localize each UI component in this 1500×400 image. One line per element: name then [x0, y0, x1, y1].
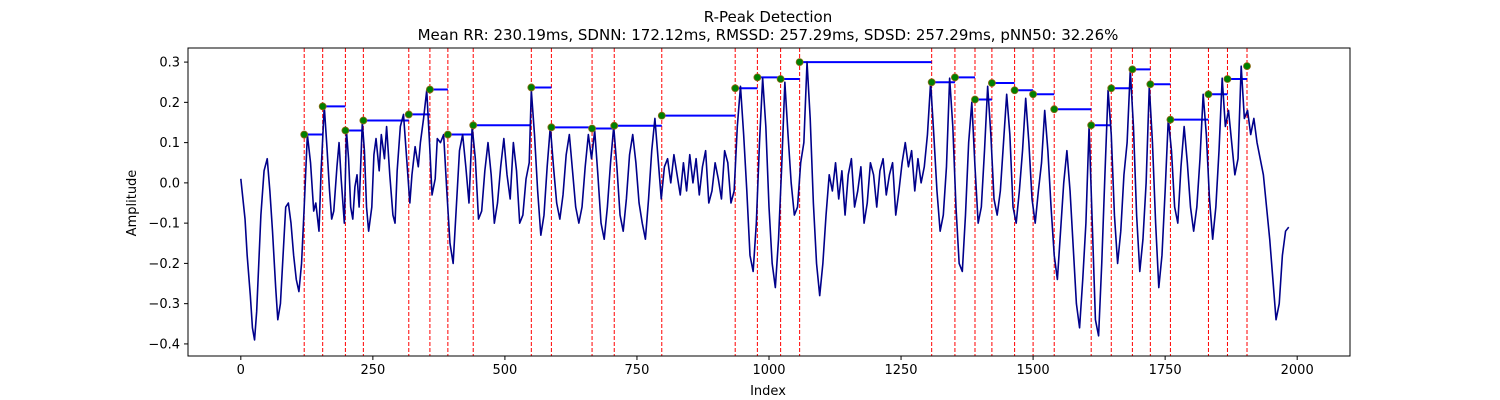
- x-tick-label-6: 1500: [1017, 363, 1050, 378]
- x-tick-label-5: 1250: [884, 363, 917, 378]
- r-peak-marker-8: [527, 83, 536, 92]
- y-tick-label-0: 0.3: [159, 56, 180, 71]
- r-peak-marker-28: [1166, 115, 1175, 124]
- r-peak-marker-9: [547, 123, 556, 132]
- r-peak-marker-14: [753, 73, 762, 82]
- r-peak-marker-12: [657, 111, 666, 120]
- r-peak-marker-17: [927, 78, 936, 87]
- y-tick-label-1: 0.2: [159, 96, 180, 111]
- y-tick-label-2: 0.1: [159, 136, 180, 151]
- x-tick-label-2: 500: [492, 363, 517, 378]
- x-tick-label-1: 250: [360, 363, 385, 378]
- r-peak-marker-24: [1087, 121, 1096, 130]
- r-peak-marker-27: [1146, 80, 1155, 89]
- r-peak-marker-23: [1050, 105, 1059, 114]
- r-peak-marker-2: [341, 126, 350, 135]
- y-tick-label-7: −0.4: [148, 337, 180, 352]
- r-peak-marker-6: [443, 130, 452, 139]
- x-tick-label-0: 0: [237, 363, 245, 378]
- x-axis-ticks: 0 250 500 750 1000 1250 1500 1750 2000: [237, 356, 1314, 378]
- x-tick-label-3: 750: [625, 363, 650, 378]
- y-tick-label-6: −0.3: [148, 297, 180, 312]
- x-tick-label-7: 1750: [1149, 363, 1182, 378]
- r-peak-marker-3: [359, 116, 368, 125]
- x-axis-label: Index: [750, 384, 786, 399]
- r-peak-marker-25: [1107, 84, 1116, 93]
- r-peak-marker-20: [987, 79, 996, 87]
- x-tick-label-8: 2000: [1281, 363, 1314, 378]
- r-peak-marker-4: [404, 110, 413, 119]
- r-peak-marker-16: [795, 58, 804, 66]
- r-peak-marker-21: [1010, 86, 1019, 95]
- r-peak-marker-1: [318, 102, 327, 111]
- y-tick-label-4: −0.1: [148, 217, 180, 232]
- r-peak-marker-10: [588, 124, 596, 133]
- peak-markers-group: [300, 58, 1251, 139]
- y-tick-label-5: −0.2: [148, 257, 180, 272]
- r-peak-marker-11: [610, 121, 619, 130]
- r-peak-marker-29: [1204, 90, 1213, 99]
- r-peak-marker-0: [300, 130, 309, 139]
- ecg-signal-line: [240, 61, 1290, 341]
- r-peak-marker-7: [469, 121, 478, 130]
- y-axis-ticks: 0.3 0.2 0.1 0.0 −0.1 −0.2 −0.3 −0.4: [148, 56, 188, 352]
- signal-layer: [240, 61, 1290, 341]
- x-tick-label-4: 1000: [752, 363, 785, 378]
- chart-subtitle: Mean RR: 230.19ms, SDNN: 172.12ms, RMSSD…: [418, 26, 1119, 44]
- r-peak-marker-13: [731, 84, 740, 93]
- r-peak-marker-26: [1128, 65, 1137, 74]
- r-peak-marker-15: [776, 75, 785, 83]
- y-axis-label: Amplitude: [125, 170, 140, 237]
- rr-bars-group: [304, 61, 1248, 136]
- r-peak-marker-30: [1223, 75, 1232, 83]
- r-peak-marker-22: [1029, 90, 1037, 99]
- peak-lines-group: [303, 48, 1248, 356]
- r-peak-marker-19: [971, 95, 979, 104]
- r-peak-marker-31: [1243, 62, 1251, 71]
- y-tick-label-3: 0.0: [159, 176, 180, 191]
- chart-title: R-Peak Detection: [704, 8, 832, 26]
- r-peak-marker-5: [426, 85, 434, 94]
- r-peak-marker-18: [951, 73, 959, 82]
